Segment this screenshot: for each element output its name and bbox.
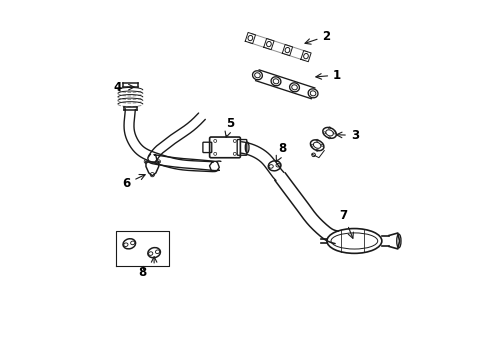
Text: 5: 5: [224, 117, 234, 137]
Text: 4: 4: [113, 81, 134, 94]
Text: 8: 8: [139, 266, 146, 279]
Text: 2: 2: [305, 30, 330, 44]
Text: 8: 8: [276, 141, 286, 162]
Text: 3: 3: [336, 129, 358, 142]
Text: 6: 6: [122, 175, 145, 190]
Text: 7: 7: [339, 209, 353, 238]
Text: 1: 1: [315, 69, 341, 82]
